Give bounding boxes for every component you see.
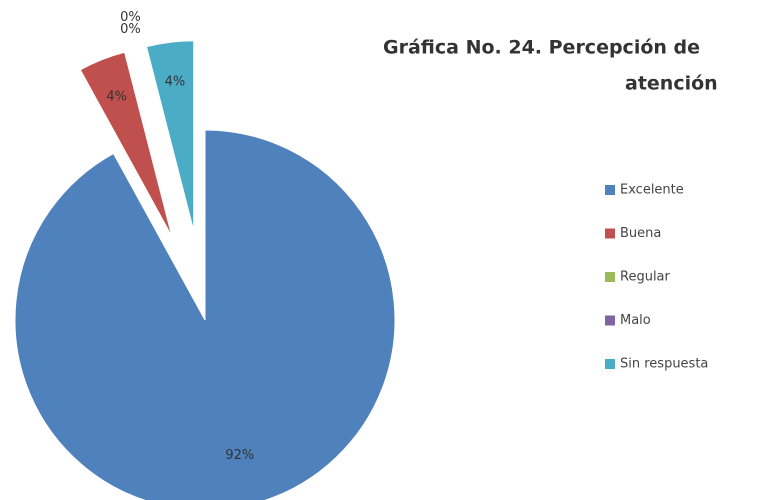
legend-label: Excelente [620,183,684,198]
legend-swatch [605,185,615,195]
legend-label: Regular [620,270,671,285]
pie-slice [145,40,195,231]
legend-swatch [605,272,615,282]
data-label: 92% [225,448,254,463]
legend-swatch [605,228,615,239]
legend-swatch [605,315,615,326]
data-label: 0% [120,22,141,37]
chart-title: Gráfica No. 24. Percepción de [383,37,700,59]
legend-swatch [605,359,615,369]
legend-label: Malo [620,313,651,328]
pie-slice [79,51,173,237]
legend-label: Sin respuesta [620,357,708,372]
data-label: 4% [165,74,186,89]
pie-slice [14,129,396,500]
legend-label: Buena [620,226,661,241]
pie-slice [134,48,184,233]
data-label: 0% [120,10,141,25]
data-label: 4% [106,89,127,104]
chart-title: atención [625,73,718,95]
